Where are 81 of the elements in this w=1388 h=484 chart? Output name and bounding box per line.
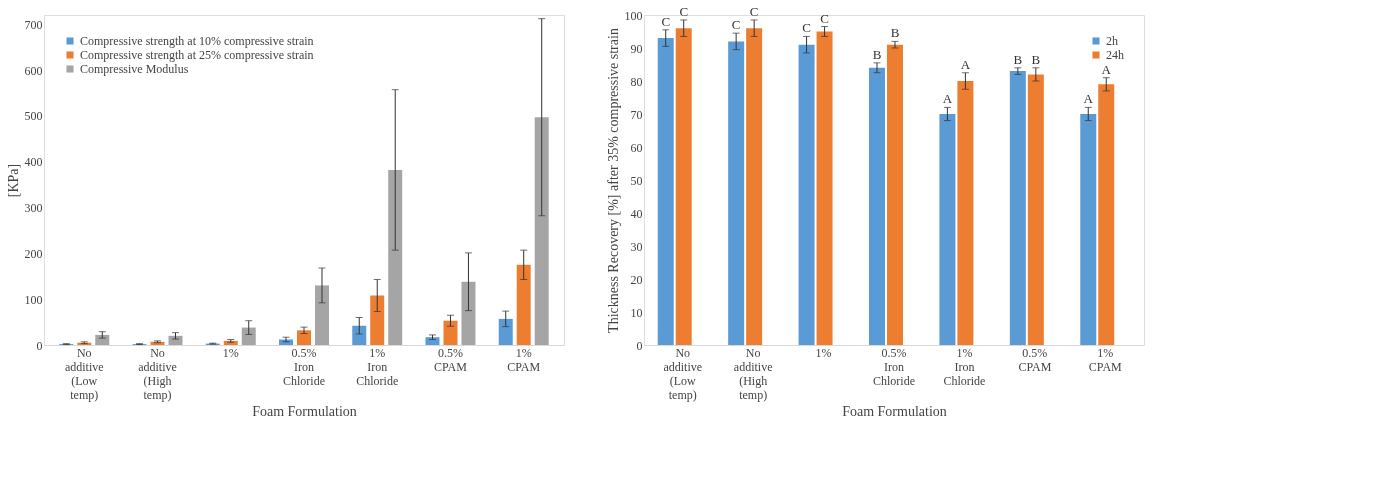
- y-tick-label: 400: [24, 155, 43, 170]
- x-tick-label: 1%: [815, 345, 832, 360]
- bar: [957, 81, 974, 345]
- bar: [241, 327, 256, 345]
- bar: [816, 31, 833, 345]
- data-label: C: [731, 17, 741, 33]
- bar: [728, 41, 745, 345]
- bar: [461, 281, 476, 345]
- y-tick-label: 0: [636, 338, 643, 353]
- x-tick-label: 0.5% Iron Chloride: [283, 345, 325, 388]
- y-tick-label: 100: [624, 8, 643, 23]
- y-axis-title: [KPa]: [5, 163, 21, 198]
- bar: [675, 28, 692, 345]
- x-tick-label: No additive (Low temp): [64, 345, 104, 402]
- y-tick-label: 700: [24, 17, 43, 32]
- bar: [1098, 84, 1115, 345]
- y-tick-label: 200: [24, 246, 43, 261]
- bar: [498, 318, 513, 345]
- x-axis-title: Foam Formulation: [252, 403, 357, 419]
- x-tick-label: 1% Iron Chloride: [943, 345, 986, 388]
- x-axis-title: Foam Formulation: [842, 403, 947, 419]
- y-tick-label: 0: [36, 338, 43, 353]
- data-label: B: [890, 25, 900, 41]
- bar: [869, 67, 885, 345]
- x-tick-label: 1% CPAM: [1088, 345, 1123, 374]
- x-tick-label: 0.5% CPAM: [434, 345, 468, 374]
- legend-label: Compressive Modulus: [80, 62, 189, 76]
- bar: [314, 285, 329, 345]
- x-tick-label: No additive (Low temp): [663, 345, 703, 402]
- x-tick-label: 1% Iron Chloride: [356, 345, 399, 388]
- y-tick-label: 100: [24, 292, 43, 307]
- x-tick-label: No additive (High temp): [733, 345, 773, 402]
- data-label: A: [942, 91, 953, 107]
- data-label: A: [1101, 61, 1112, 77]
- y-axis-title: Thickness Recovery [%] after 35% compressive strain: [605, 28, 621, 333]
- data-label: B: [872, 46, 882, 62]
- bar: [352, 325, 367, 345]
- legend-label: 24h: [1106, 48, 1124, 62]
- bar: [1027, 74, 1044, 345]
- bar: [1080, 114, 1097, 345]
- data-label: B: [1031, 51, 1041, 67]
- bar: [370, 295, 385, 345]
- y-tick-label: 300: [24, 201, 43, 215]
- legend-label: Compressive strength at 10% compressive strain: [80, 34, 314, 48]
- x-tick-label: 1% CPAM: [507, 345, 541, 374]
- bar: [388, 169, 403, 345]
- x-tick-label: No additive (High temp): [138, 345, 177, 402]
- x-tick-label: 0.5% Iron Chloride: [873, 345, 915, 388]
- bar: [1009, 71, 1026, 345]
- y-tick-label: 10: [630, 305, 643, 320]
- y-tick-label: 90: [630, 41, 643, 56]
- y-tick-label: 500: [24, 109, 43, 124]
- y-tick-label: 40: [630, 206, 643, 221]
- legend-label: 2h: [1106, 34, 1118, 48]
- y-tick-label: 20: [630, 272, 643, 287]
- bar: [746, 28, 763, 345]
- data-label: C: [749, 3, 759, 19]
- bar: [425, 337, 440, 345]
- x-tick-label: 1%: [222, 345, 239, 360]
- y-tick-label: 600: [24, 63, 43, 78]
- legend-label: Compressive strength at 25% compressive strain: [80, 48, 314, 62]
- y-tick-label: 70: [630, 107, 643, 122]
- bar: [657, 38, 674, 345]
- y-tick-label: 50: [630, 173, 643, 188]
- bar: [939, 114, 956, 345]
- data-label: C: [802, 20, 811, 36]
- data-label: A: [1083, 91, 1094, 107]
- bar: [798, 44, 815, 345]
- bar: [443, 320, 458, 345]
- bar: [534, 117, 549, 345]
- x-tick-label: 0.5% CPAM: [1018, 345, 1052, 374]
- data-label: C: [820, 10, 829, 26]
- data-label: B: [1013, 51, 1023, 67]
- data-label: C: [661, 13, 671, 29]
- bar: [886, 44, 903, 345]
- y-tick-label: 60: [630, 140, 643, 155]
- data-label: C: [679, 3, 689, 19]
- y-tick-label: 80: [630, 74, 643, 89]
- y-tick-label: 30: [630, 239, 643, 254]
- data-label: A: [960, 56, 971, 72]
- bar: [516, 264, 531, 345]
